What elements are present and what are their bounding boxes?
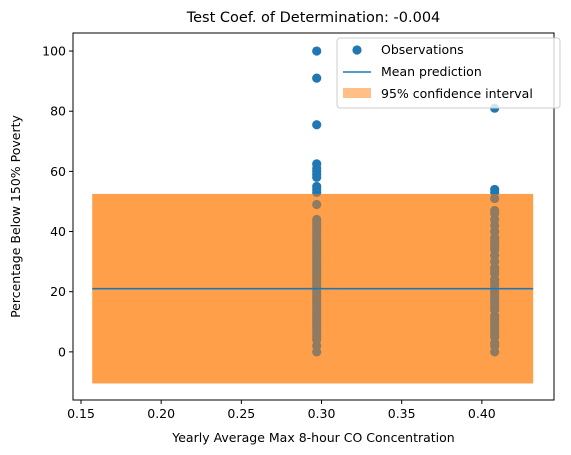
x-tick-label: 0.35 [388,406,416,421]
x-axis-label: Yearly Average Max 8-hour CO Concentrati… [171,430,454,445]
legend-observations-marker [352,45,362,55]
y-tick-label: 80 [50,104,66,119]
legend-box [336,37,561,109]
y-tick-label: 20 [50,284,66,299]
observation-point [312,73,322,83]
observation-point [312,172,322,182]
axes-frame [72,32,555,401]
plot-area [92,46,534,384]
observation-point [312,120,322,130]
x-tick-label: 0.20 [147,406,175,421]
y-axis-label: Percentage Below 150% Poverty [8,114,23,317]
legend-interval-patch [343,88,371,98]
chart-title: Test Coef. of Determination: -0.004 [186,10,441,26]
y-axis: 0 20 40 60 80 100 [42,44,73,359]
legend-interval-label: 95% confidence interval [381,86,533,101]
y-tick-label: 60 [50,164,66,179]
x-tick-label: 0.15 [67,406,95,421]
y-tick-label: 40 [50,224,66,239]
observation-point [312,46,322,56]
legend-mean-prediction-label: Mean prediction [381,64,482,79]
legend-observations-label: Observations [381,42,464,57]
x-tick-label: 0.40 [468,406,496,421]
y-tick-label: 0 [58,344,66,359]
legend: Observations Mean prediction 95% confidenc… [336,37,561,109]
y-tick-label: 100 [42,44,66,59]
x-tick-label: 0.25 [227,406,255,421]
x-axis: 0.15 0.20 0.25 0.30 0.35 0.40 [67,400,496,421]
x-tick-label: 0.30 [308,406,336,421]
